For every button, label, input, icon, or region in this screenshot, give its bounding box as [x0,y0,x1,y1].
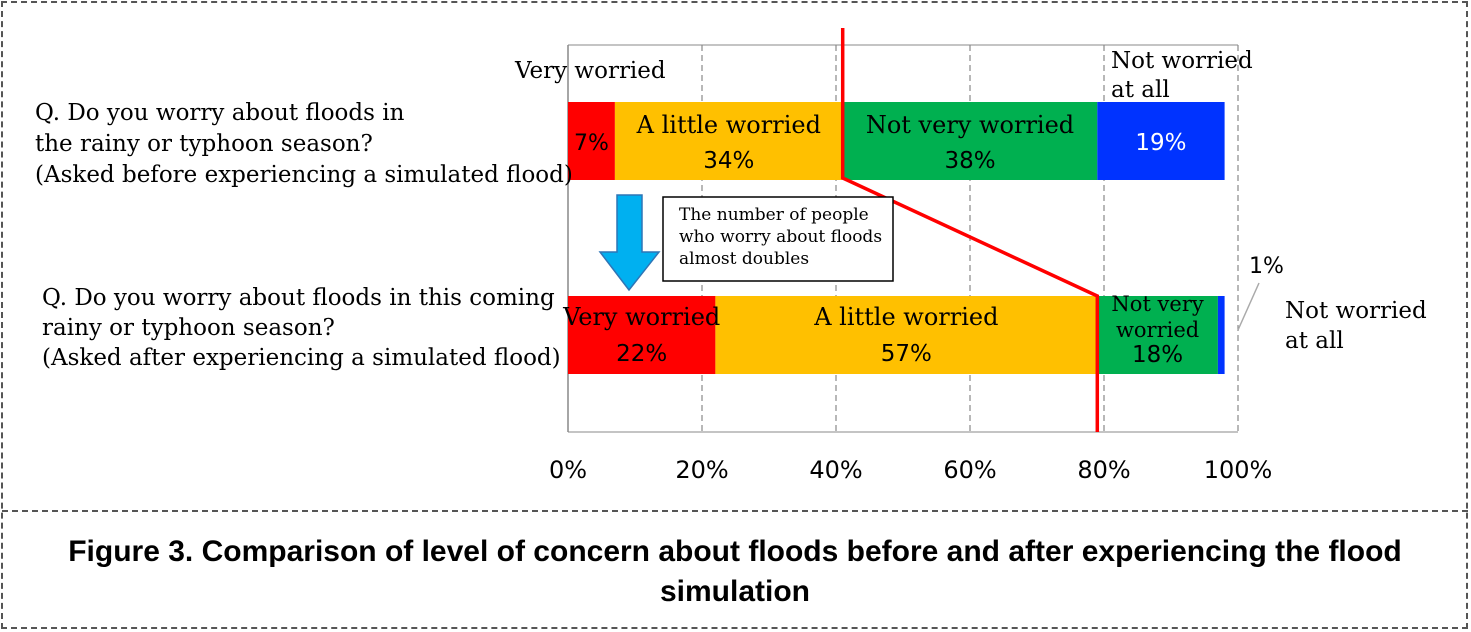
label-not-worried-top-line-0: Not worried [1111,48,1253,74]
bar-very_worried-1 [568,102,615,180]
x-tick-label: 0% [549,456,587,484]
bar-not_very_worried-2 [1097,296,1218,374]
segment-label-not-very-worried-2-line-1: worried [1116,318,1199,342]
bar-not_worried_at_all-1 [1097,102,1225,180]
label-not-worried-bottom-line-0: Not worried [1285,298,1427,324]
category-label-before-line-2: (Asked before experiencing a simulated f… [35,162,573,188]
leader-line-1pct [1237,282,1260,331]
data-label-a-little-worried-2: 57% [881,341,932,367]
bar-a_little_worried-2 [715,296,1098,374]
segment-label-very-worried-2: Very worried [562,303,720,331]
category-label-before-line-0: Q. Do you worry about floods in [35,100,405,126]
category-label-after-line-0: Q. Do you worry about floods in this com… [42,285,555,311]
segment-label-not-very-worried-2-line-0: Not very [1111,292,1203,316]
data-label-not-very-worried-2: 18% [1132,342,1183,368]
data-label-very-worried-1: 7% [574,131,609,156]
label-not-worried-top-line-1: at all [1111,77,1170,103]
x-tick-label: 80% [1077,456,1130,484]
trend-line [840,28,1100,432]
segment-label-a-little-worried-1: A little worried [636,111,821,139]
label-not-worried-bottom-line-1: at all [1285,328,1344,354]
category-label-after-line-2: (Asked after experiencing a simulated fl… [42,345,561,371]
category-label-after-line-1: rainy or typhoon season? [42,315,335,341]
data-label-not-worried-2: 1% [1249,254,1284,279]
label-very-worried-top: Very worried [514,58,666,84]
x-tick-label: 40% [809,456,862,484]
data-label-a-little-worried-1: 34% [703,148,754,174]
x-tick-label: 20% [675,456,728,484]
data-label-not-very-worried-1: 38% [944,148,995,174]
category-label-before-line-1: the rainy or typhoon season? [35,131,373,157]
annotation-text-line-1: who worry about floods [679,227,882,247]
bar-not_worried_at_all-2 [1217,296,1225,374]
annotation-text-line-0: The number of people [679,205,869,225]
data-label-very-worried-2: 22% [616,341,667,367]
bar-very_worried-2 [568,296,716,374]
data-label-not-worried-1: 19% [1135,130,1186,156]
bar-a_little_worried-1 [614,102,843,180]
caption-divider [2,510,1468,512]
annotation-text-line-2: almost doubles [679,249,809,269]
bar-not_very_worried-1 [842,102,1098,180]
bar-chart: 0% 20% 40% 60% 80% 100% 7% A little worried 34% N… [35,28,1427,484]
down-arrow-icon [598,194,661,292]
x-tick-label: 60% [943,456,996,484]
segment-label-not-very-worried-1: Not very worried [866,111,1074,139]
segment-label-a-little-worried-2: A little worried [813,303,998,331]
x-tick-label: 100% [1204,456,1273,484]
annotation-box [662,196,894,282]
figure-caption: Figure 3. Comparison of level of concern… [68,535,1402,608]
